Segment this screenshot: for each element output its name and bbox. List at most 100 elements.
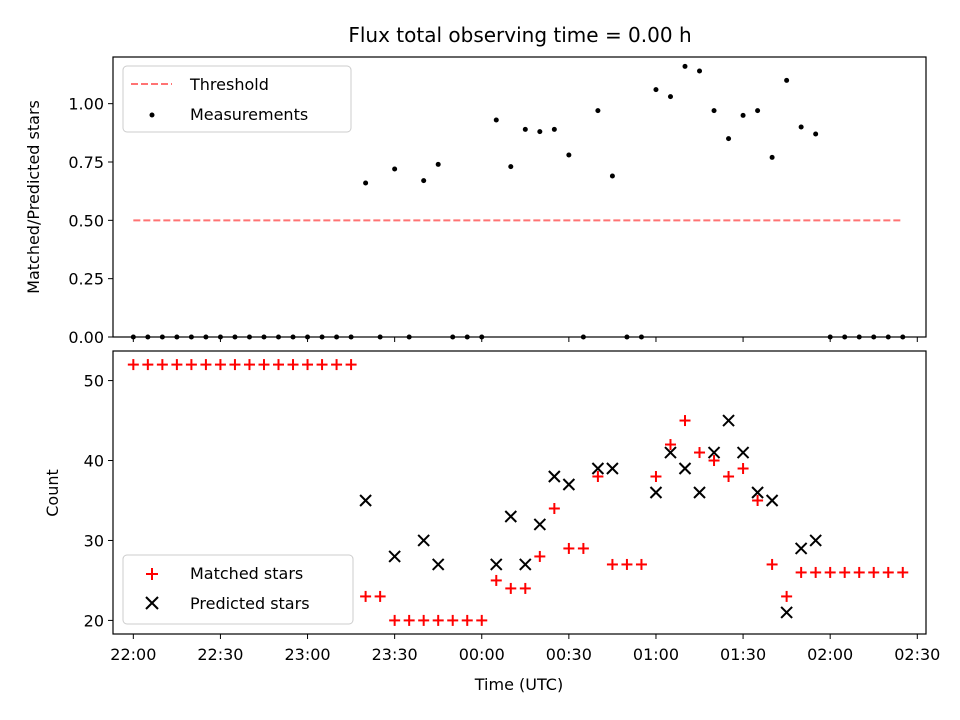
predicted-point <box>707 446 721 459</box>
top-y-axis-label: Matched/Predicted stars <box>24 100 43 294</box>
measurement-point <box>435 161 441 167</box>
bottom-y-tick-label: 50 <box>84 372 104 391</box>
x-tick-label: 02:30 <box>894 645 940 664</box>
predicted-point <box>809 534 822 547</box>
matched-point <box>519 582 531 594</box>
legend-matched-marker <box>146 568 158 580</box>
matched-point <box>360 590 372 602</box>
matched-point <box>316 359 328 371</box>
matched-point <box>418 614 430 626</box>
bottom-y-tick-label: 30 <box>84 531 104 550</box>
predicted-point <box>388 550 401 563</box>
matched-point <box>200 359 212 371</box>
top-x-ticks <box>132 337 918 342</box>
top-y-tick-label: 0.25 <box>68 270 104 289</box>
matched-point <box>752 494 764 506</box>
legend-predicted-marker <box>145 596 159 610</box>
matched-point <box>461 614 473 626</box>
x-tick-label: 00:00 <box>459 645 505 664</box>
matched-point <box>331 359 343 371</box>
measurement-point <box>609 173 615 179</box>
predicted-point <box>649 486 663 499</box>
measurement-point <box>755 108 761 114</box>
matched-point <box>621 558 633 570</box>
measurement-point <box>726 136 732 142</box>
predicted-point <box>722 414 735 427</box>
measurement-point <box>421 178 427 184</box>
measurement-point <box>508 164 514 170</box>
top-y-ticks: 0.00 0.25 0.50 0.75 1.00 <box>68 95 113 347</box>
top-legend: Threshold Measurements <box>122 65 352 133</box>
matched-point <box>824 566 836 578</box>
matched-point <box>577 542 589 554</box>
matched-point <box>679 415 691 427</box>
measurement-point <box>595 108 601 114</box>
matched-point <box>374 590 386 602</box>
measurement-point <box>697 68 703 74</box>
matched-point <box>766 558 778 570</box>
measurement-point <box>784 77 790 83</box>
predicted-point <box>794 542 808 555</box>
predicted-point <box>533 518 547 531</box>
matched-point <box>795 566 807 578</box>
matched-point <box>781 590 793 602</box>
top-y-tick-label: 0.50 <box>68 211 104 230</box>
x-axis-label: Time (UTC) <box>474 675 563 694</box>
predicted-point <box>678 462 692 475</box>
matched-point <box>127 359 139 371</box>
matched-point <box>389 614 401 626</box>
predicted-point <box>664 446 677 459</box>
bottom-panel: 20 30 40 50 22:00 22:30 23:00 23:30 00:00 00:30 0… <box>43 350 940 694</box>
x-tick-label: 00:30 <box>546 645 592 664</box>
x-tick-label: 01:00 <box>633 645 679 664</box>
predicted-point <box>606 462 619 475</box>
top-y-tick-label: 1.00 <box>68 95 104 114</box>
matched-point <box>403 614 415 626</box>
matched-point <box>287 359 299 371</box>
matched-point <box>868 566 880 578</box>
matched-point <box>229 359 241 371</box>
x-tick-label: 22:00 <box>110 645 156 664</box>
matched-point <box>171 359 183 371</box>
matched-point <box>694 447 706 459</box>
legend-threshold-label: Threshold <box>189 75 269 94</box>
top-y-tick-label: 0.75 <box>68 153 104 172</box>
matched-point <box>214 359 226 371</box>
measurement-point <box>653 87 659 93</box>
measurement-point <box>363 180 369 186</box>
matched-point <box>853 566 865 578</box>
predicted-point <box>693 486 706 499</box>
legend-matched-label: Matched stars <box>190 564 303 583</box>
matched-point <box>243 359 255 371</box>
measurement-point <box>667 94 673 100</box>
x-tick-label: 23:30 <box>372 645 418 664</box>
matched-point <box>345 359 357 371</box>
x-tick-label: 23:00 <box>284 645 330 664</box>
legend-measurements-label: Measurements <box>190 105 308 124</box>
matched-point <box>432 614 444 626</box>
matched-point <box>476 614 488 626</box>
predicted-point <box>359 494 372 507</box>
predicted-point <box>562 478 576 491</box>
measurement-point <box>813 131 819 137</box>
measurement-point <box>493 117 499 123</box>
matched-point <box>839 566 851 578</box>
predicted-point <box>765 494 779 507</box>
bottom-y-tick-label: 20 <box>84 611 104 630</box>
matched-point <box>534 550 546 562</box>
predicted-point <box>751 486 764 499</box>
x-tick-label: 01:30 <box>720 645 766 664</box>
chart-title: Flux total observing time = 0.00 h <box>348 23 691 47</box>
predicted-point <box>519 558 532 571</box>
measurement-point <box>522 126 528 132</box>
predicted-point <box>431 558 445 571</box>
matched-point <box>490 574 502 586</box>
measurement-point <box>551 126 557 132</box>
top-axes-frame <box>112 56 927 338</box>
matched-point <box>142 359 154 371</box>
measurement-point <box>537 129 543 135</box>
matched-point <box>810 566 822 578</box>
matched-point <box>548 502 560 514</box>
predicted-point <box>417 534 430 547</box>
predicted-point <box>591 462 605 475</box>
